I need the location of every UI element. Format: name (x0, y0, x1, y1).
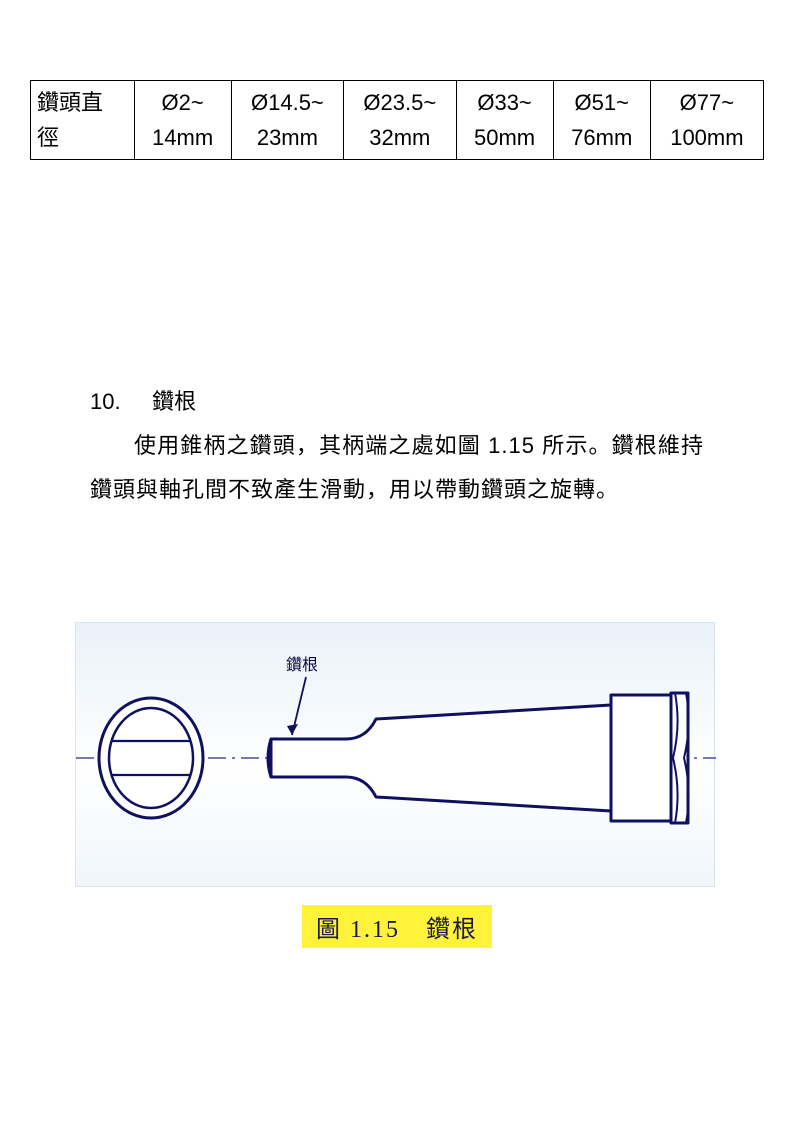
section-number: 10. (90, 380, 146, 424)
table-header-cell: 鑽頭直 徑 (31, 81, 135, 160)
section-block: 10. 鑽根 使用錐柄之鑽頭，其柄端之處如圖 1.15 所示。鑽根維持鑽頭與軸孔… (30, 380, 764, 512)
table-cell: Ø23.5~ 32mm (344, 81, 456, 160)
table-cell: Ø33~ 50mm (456, 81, 553, 160)
header-line2: 徑 (37, 120, 128, 155)
section-title: 鑽根 (152, 389, 196, 414)
drill-tang-diagram (76, 623, 716, 888)
table-cell: Ø51~ 76mm (553, 81, 650, 160)
drill-diameter-table: 鑽頭直 徑 Ø2~ 14mm Ø14.5~ 23mm Ø23.5~ 32mm Ø… (30, 80, 764, 160)
table-cell: Ø2~ 14mm (134, 81, 231, 160)
section-body: 使用錐柄之鑽頭，其柄端之處如圖 1.15 所示。鑽根維持鑽頭與軸孔間不致產生滑動… (90, 424, 704, 512)
section-heading: 10. 鑽根 (90, 380, 704, 424)
figure-block: 鑽根 圖 1.15 鑽根 (30, 622, 764, 948)
table-cell: Ø77~ 100mm (650, 81, 763, 160)
figure-caption: 圖 1.15 鑽根 (75, 905, 719, 948)
figure-caption-text: 圖 1.15 鑽根 (302, 905, 492, 948)
callout-label: 鑽根 (286, 651, 318, 675)
table-cell: Ø14.5~ 23mm (231, 81, 343, 160)
figure-canvas: 鑽根 (75, 622, 715, 887)
header-line1: 鑽頭直 (37, 85, 128, 120)
